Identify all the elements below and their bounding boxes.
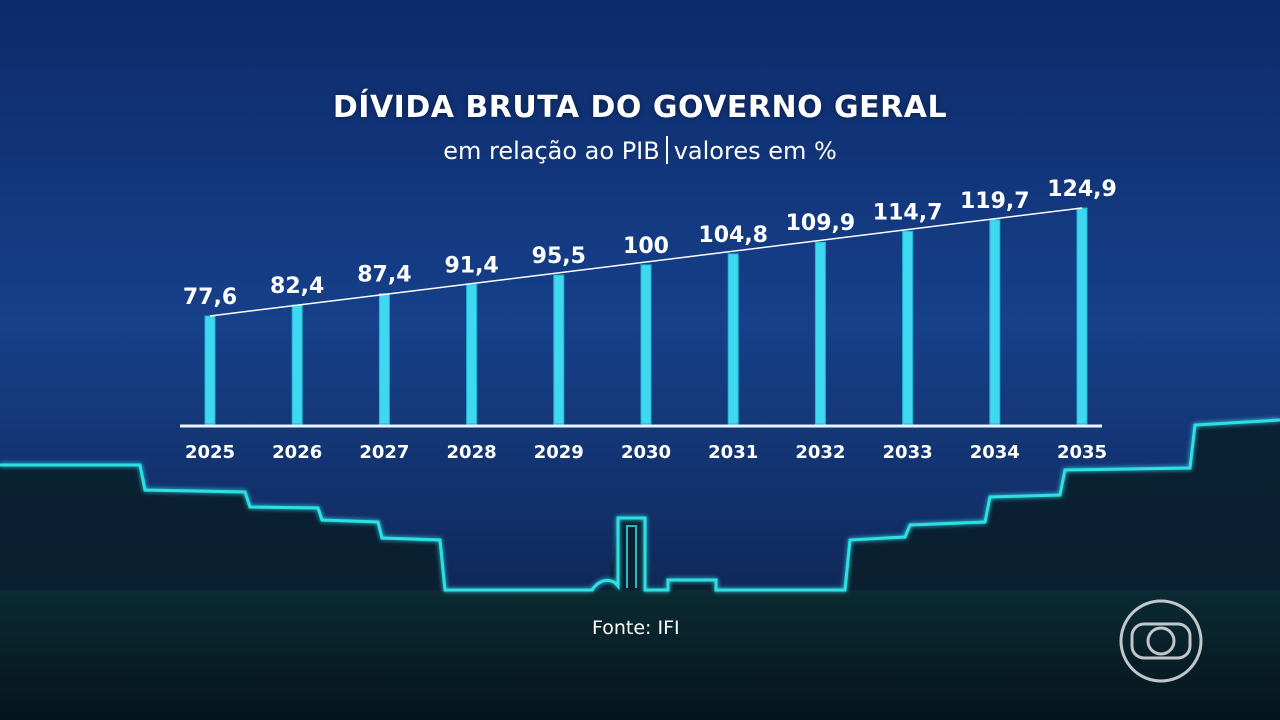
- subtitle-right: valores em %: [673, 137, 837, 165]
- bar-2028: [466, 283, 478, 425]
- skyline-outline: [0, 418, 1280, 592]
- bar-2035: [1076, 207, 1088, 425]
- tick-label-2032: 2032: [795, 442, 845, 463]
- value-label-2034: 119,7: [960, 189, 1030, 214]
- globo-logo-icon: [1119, 599, 1203, 683]
- bar-2031: [727, 253, 739, 425]
- value-label-2028: 91,4: [444, 253, 498, 278]
- bar-2027: [378, 293, 390, 425]
- tick-label-2035: 2035: [1057, 442, 1107, 463]
- value-label-2025: 77,6: [183, 285, 237, 310]
- value-label-2030: 100: [623, 234, 669, 259]
- tick-label-2026: 2026: [272, 442, 322, 463]
- tick-label-2030: 2030: [621, 442, 671, 463]
- tick-label-2025: 2025: [185, 442, 235, 463]
- bar-2033: [902, 230, 914, 425]
- source-note: Fonte: IFI: [592, 617, 680, 639]
- tick-label-2034: 2034: [970, 442, 1020, 463]
- subtitle-left: em relação ao PIB: [443, 137, 660, 165]
- bar-2032: [814, 241, 826, 425]
- value-label-2032: 109,9: [786, 211, 856, 236]
- chart-title: DÍVIDA BRUTA DO GOVERNO GERAL: [332, 90, 948, 125]
- bar-2026: [291, 304, 303, 425]
- value-label-2033: 114,7: [873, 200, 943, 225]
- bar-2025: [204, 315, 216, 425]
- tick-label-2031: 2031: [708, 442, 758, 463]
- bar-2029: [553, 274, 565, 425]
- value-label-2029: 95,5: [532, 244, 586, 269]
- value-label-2027: 87,4: [357, 263, 411, 288]
- trend-line: [209, 207, 1083, 317]
- chart-area: 77,6 2025 82,4 2026 87,4 2027 91,4 2028 95,5 2029…: [180, 177, 1117, 463]
- subtitle-separator: [665, 136, 668, 164]
- tick-label-2029: 2029: [534, 442, 584, 463]
- tick-label-2027: 2027: [359, 442, 409, 463]
- tick-label-2033: 2033: [883, 442, 933, 463]
- value-label-2026: 82,4: [270, 274, 324, 299]
- bar-2030: [640, 264, 652, 425]
- tick-label-2028: 2028: [447, 442, 497, 463]
- chart-subtitle: em relação ao PIB valores em %: [0, 136, 1280, 165]
- value-label-2035: 124,9: [1047, 177, 1117, 202]
- value-label-2031: 104,8: [698, 223, 768, 248]
- bar-2034: [989, 219, 1001, 425]
